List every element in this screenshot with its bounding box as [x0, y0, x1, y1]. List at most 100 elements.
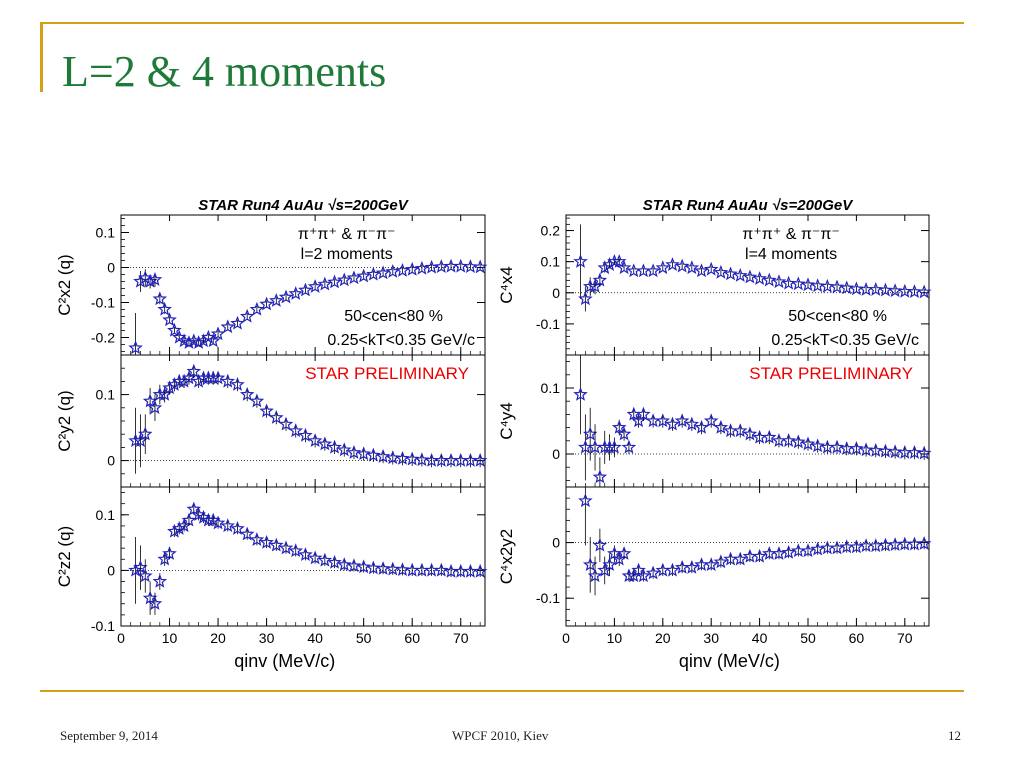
data-point — [732, 551, 748, 566]
label-kt: 0.25<kT<0.35 GeV/c — [327, 332, 475, 349]
y-tick-label: -0.1 — [91, 295, 115, 311]
data-point — [616, 426, 632, 441]
x-tick-label: 30 — [703, 630, 719, 646]
data-point — [878, 282, 893, 297]
y-axis-label: C²y2 (q) — [55, 390, 74, 451]
data-point — [791, 276, 806, 291]
data-point — [800, 436, 816, 451]
y-axis-label: C⁴x2y2 — [497, 529, 516, 585]
label-centrality: 50<cen<80 % — [788, 308, 887, 325]
data-point — [249, 393, 265, 408]
data-point — [472, 563, 488, 578]
y-tick-label: 0 — [107, 562, 115, 578]
data-point — [674, 258, 690, 273]
data-point — [602, 439, 617, 454]
data-point — [128, 433, 143, 447]
data-point — [771, 274, 787, 289]
data-point — [278, 540, 294, 555]
data-point — [878, 443, 893, 458]
data-point — [616, 546, 632, 560]
data-point — [916, 284, 932, 299]
data-point — [621, 568, 637, 583]
slide-title: L=2 & 4 moments — [62, 47, 387, 96]
data-point — [472, 259, 488, 274]
chart-header: STAR Run4 AuAu √s=200GeV — [198, 197, 410, 214]
data-point — [684, 416, 700, 431]
data-point — [829, 279, 845, 294]
data-point — [220, 373, 236, 388]
data-point — [298, 282, 313, 297]
data-point — [181, 512, 197, 527]
data-point — [298, 547, 313, 562]
data-point — [573, 254, 588, 268]
data-point — [592, 537, 608, 552]
data-point — [366, 447, 381, 462]
data-point — [849, 441, 864, 455]
data-point — [230, 315, 245, 330]
data-point — [578, 291, 593, 306]
data-point — [907, 445, 922, 459]
data-point — [703, 261, 719, 276]
x-tick-label: 30 — [259, 630, 275, 646]
data-point — [645, 565, 661, 580]
data-point — [645, 263, 661, 278]
data-point — [152, 291, 168, 306]
data-point — [636, 568, 651, 583]
data-point — [157, 386, 172, 401]
data-point — [239, 526, 255, 541]
data-point — [336, 557, 352, 572]
x-tick-label: 20 — [655, 630, 671, 646]
data-point — [327, 274, 342, 289]
data-point — [592, 272, 608, 287]
data-point — [171, 521, 187, 535]
data-point — [259, 296, 274, 311]
data-point — [602, 557, 617, 572]
data-point — [713, 419, 729, 434]
data-point — [414, 452, 430, 467]
footer-conference: WPCF 2010, Kiev — [452, 728, 549, 743]
data-point — [611, 254, 627, 268]
data-point — [631, 413, 646, 428]
data-point — [636, 406, 651, 421]
data-point — [752, 271, 767, 285]
data-point — [781, 544, 796, 559]
y-axis-label: C²x2 (q) — [55, 254, 74, 315]
y-axis-label: C⁴x4 — [497, 266, 516, 304]
y-tick-label: -0.1 — [536, 316, 560, 332]
data-point — [366, 560, 381, 575]
data-point — [278, 289, 294, 304]
top-accent-rule — [40, 22, 964, 24]
data-point — [128, 562, 143, 577]
data-point — [839, 280, 854, 295]
data-point — [684, 559, 700, 574]
data-point — [849, 281, 864, 296]
y-tick-label: 0 — [552, 446, 560, 462]
data-point — [742, 269, 758, 284]
data-point — [142, 590, 158, 605]
data-point — [868, 282, 884, 296]
x-tick-label: 10 — [607, 630, 623, 646]
data-point — [346, 270, 362, 285]
x-tick-label: 60 — [849, 630, 865, 646]
data-point — [684, 260, 700, 275]
data-point — [602, 257, 617, 271]
data-point — [288, 543, 303, 558]
data-point — [317, 552, 333, 567]
data-point — [810, 438, 825, 453]
data-point — [317, 436, 333, 451]
data-point — [307, 279, 323, 293]
panel-right-1: -0.1 0 0.1 0.2 C⁴x4 — [497, 214, 932, 356]
y-tick-label: 0.1 — [96, 225, 116, 241]
data-point — [162, 546, 177, 560]
data-point — [375, 561, 391, 575]
data-point — [665, 416, 680, 431]
data-point — [288, 286, 303, 300]
label-pairs: π⁺π⁺ & π⁻π⁻ — [298, 226, 396, 243]
footer-rule — [40, 690, 964, 692]
data-point — [762, 429, 777, 444]
data-point — [181, 370, 197, 385]
data-point — [210, 370, 226, 385]
y-tick-label: -0.1 — [536, 590, 560, 606]
data-point — [288, 423, 303, 438]
data-point — [137, 568, 153, 583]
